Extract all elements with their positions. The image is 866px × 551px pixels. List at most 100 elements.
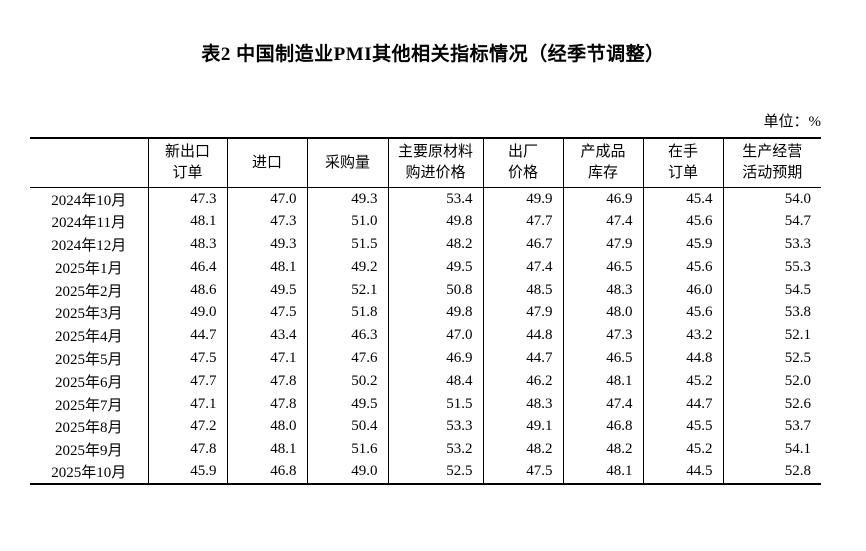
value-cell: 53.3 bbox=[387, 415, 483, 439]
value-cell: 48.3 bbox=[147, 233, 227, 256]
value-cell: 46.2 bbox=[482, 369, 563, 393]
value-cell: 51.8 bbox=[306, 301, 388, 325]
value-cell: 48.1 bbox=[562, 369, 643, 393]
value-cell: 45.2 bbox=[642, 438, 723, 462]
unit-label: 单位：% bbox=[763, 114, 822, 130]
value-cell: 48.1 bbox=[226, 255, 307, 279]
value-cell: 45.2 bbox=[642, 369, 723, 393]
value-cell: 47.2 bbox=[147, 415, 227, 439]
value-cell: 47.5 bbox=[147, 347, 227, 370]
value-cell: 49.1 bbox=[482, 415, 563, 439]
month-cell: 2025年2月 bbox=[54, 283, 123, 300]
value-cell: 44.7 bbox=[642, 392, 723, 416]
value-cell: 46.0 bbox=[642, 278, 723, 302]
column-header-new-export-orders: 新出口 订单 bbox=[147, 138, 227, 188]
value-cell: 48.2 bbox=[387, 233, 483, 256]
value-cell: 52.1 bbox=[306, 278, 388, 302]
value-cell: 46.9 bbox=[562, 187, 643, 211]
value-cell: 54.0 bbox=[722, 187, 821, 211]
value-cell: 49.8 bbox=[387, 210, 483, 234]
value-cell: 45.6 bbox=[642, 301, 723, 325]
table-row: 2025年1月 46.4 48.1 49.2 49.5 47.4 46.5 45.6 55.3 bbox=[30, 255, 821, 279]
month-cell: 2025年8月 bbox=[54, 420, 123, 437]
value-cell: 51.0 bbox=[306, 210, 388, 234]
value-cell: 48.4 bbox=[387, 369, 483, 393]
value-cell: 45.5 bbox=[642, 415, 723, 439]
value-cell: 44.8 bbox=[482, 324, 563, 348]
value-cell: 47.5 bbox=[226, 301, 307, 325]
value-cell: 48.0 bbox=[562, 301, 643, 325]
value-cell: 52.5 bbox=[387, 461, 483, 484]
value-cell: 47.1 bbox=[226, 347, 307, 370]
value-cell: 46.9 bbox=[387, 347, 483, 370]
column-header-input-prices: 主要原材料 购进价格 bbox=[387, 138, 483, 188]
value-cell: 48.3 bbox=[482, 392, 563, 416]
value-cell: 53.8 bbox=[722, 301, 821, 325]
column-header-finished-inventory: 产成品 库存 bbox=[562, 138, 643, 188]
value-cell: 49.5 bbox=[387, 255, 483, 279]
value-cell: 47.3 bbox=[147, 187, 227, 211]
value-cell: 47.0 bbox=[226, 187, 307, 211]
table-row: 2025年7月 47.1 47.8 49.5 51.5 48.3 47.4 44.7 52.6 bbox=[30, 392, 821, 416]
value-cell: 47.0 bbox=[387, 324, 483, 348]
month-cell: 2025年3月 bbox=[54, 306, 123, 323]
month-cell: 2024年12月 bbox=[51, 237, 127, 254]
value-cell: 52.1 bbox=[722, 324, 821, 348]
value-cell: 47.9 bbox=[482, 301, 563, 325]
value-cell: 48.1 bbox=[147, 210, 227, 234]
value-cell: 47.3 bbox=[226, 210, 307, 234]
value-cell: 51.5 bbox=[387, 392, 483, 416]
month-cell: 2025年9月 bbox=[54, 443, 123, 460]
table-row: 2024年12月 48.3 49.3 51.5 48.2 46.7 47.9 45.9 53.3 bbox=[30, 233, 821, 256]
value-cell: 46.8 bbox=[562, 415, 643, 439]
value-cell: 54.1 bbox=[722, 438, 821, 462]
value-cell: 49.5 bbox=[306, 392, 388, 416]
value-cell: 47.3 bbox=[562, 324, 643, 348]
table-row: 2024年11月 48.1 47.3 51.0 49.8 47.7 47.4 45.6 54.7 bbox=[30, 210, 821, 234]
value-cell: 51.6 bbox=[306, 438, 388, 462]
value-cell: 54.5 bbox=[722, 278, 821, 302]
month-cell: 2024年11月 bbox=[51, 215, 126, 232]
table-body: 2024年10月 47.3 47.0 49.3 53.4 49.9 46.9 45.4 54.0… bbox=[30, 187, 821, 484]
column-header-purchasing-volume: 采购量 bbox=[306, 138, 388, 188]
value-cell: 55.3 bbox=[722, 255, 821, 279]
header-row: 新出口 订单 进口 采购量 主要原材料 购进价格 出厂 价格 产成品 库存 在手… bbox=[30, 138, 821, 188]
value-cell: 46.8 bbox=[226, 461, 307, 484]
value-cell: 45.4 bbox=[642, 187, 723, 211]
value-cell: 47.6 bbox=[306, 347, 388, 370]
column-header-orders-on-hand: 在手 订单 bbox=[642, 138, 723, 188]
page-title: 表2 中国制造业PMI其他相关指标情况（经季节调整） bbox=[201, 44, 665, 65]
value-cell: 45.6 bbox=[642, 255, 723, 279]
value-cell: 48.2 bbox=[562, 438, 643, 462]
value-cell: 45.9 bbox=[147, 461, 227, 484]
value-cell: 49.3 bbox=[226, 233, 307, 256]
value-cell: 46.3 bbox=[306, 324, 388, 348]
value-cell: 48.0 bbox=[226, 415, 307, 439]
corner-cell bbox=[30, 138, 148, 188]
value-cell: 45.9 bbox=[642, 233, 723, 256]
column-header-business-expectations: 生产经营 活动预期 bbox=[722, 138, 821, 188]
value-cell: 52.6 bbox=[722, 392, 821, 416]
table-row: 2025年10月 45.9 46.8 49.0 52.5 47.5 48.1 44.5 52.8 bbox=[30, 461, 821, 484]
value-cell: 43.2 bbox=[642, 324, 723, 348]
value-cell: 48.1 bbox=[562, 461, 643, 484]
value-cell: 47.5 bbox=[482, 461, 563, 484]
table-row: 2025年3月 49.0 47.5 51.8 49.8 47.9 48.0 45.6 53.8 bbox=[30, 301, 821, 325]
month-cell: 2025年5月 bbox=[54, 351, 123, 368]
value-cell: 47.7 bbox=[482, 210, 563, 234]
table-row: 2025年6月 47.7 47.8 50.2 48.4 46.2 48.1 45.2 52.0 bbox=[30, 369, 821, 393]
value-cell: 53.4 bbox=[387, 187, 483, 211]
value-cell: 48.1 bbox=[226, 438, 307, 462]
value-cell: 47.8 bbox=[226, 392, 307, 416]
value-cell: 47.7 bbox=[147, 369, 227, 393]
value-cell: 48.5 bbox=[482, 278, 563, 302]
value-cell: 52.0 bbox=[722, 369, 821, 393]
table-row: 2025年5月 47.5 47.1 47.6 46.9 44.7 46.5 44.8 52.5 bbox=[30, 347, 821, 370]
value-cell: 46.5 bbox=[562, 255, 643, 279]
value-cell: 48.2 bbox=[482, 438, 563, 462]
table-row: 2025年4月 44.7 43.4 46.3 47.0 44.8 47.3 43.2 52.1 bbox=[30, 324, 821, 348]
value-cell: 47.1 bbox=[147, 392, 227, 416]
value-cell: 54.7 bbox=[722, 210, 821, 234]
value-cell: 43.4 bbox=[226, 324, 307, 348]
value-cell: 49.3 bbox=[306, 187, 388, 211]
